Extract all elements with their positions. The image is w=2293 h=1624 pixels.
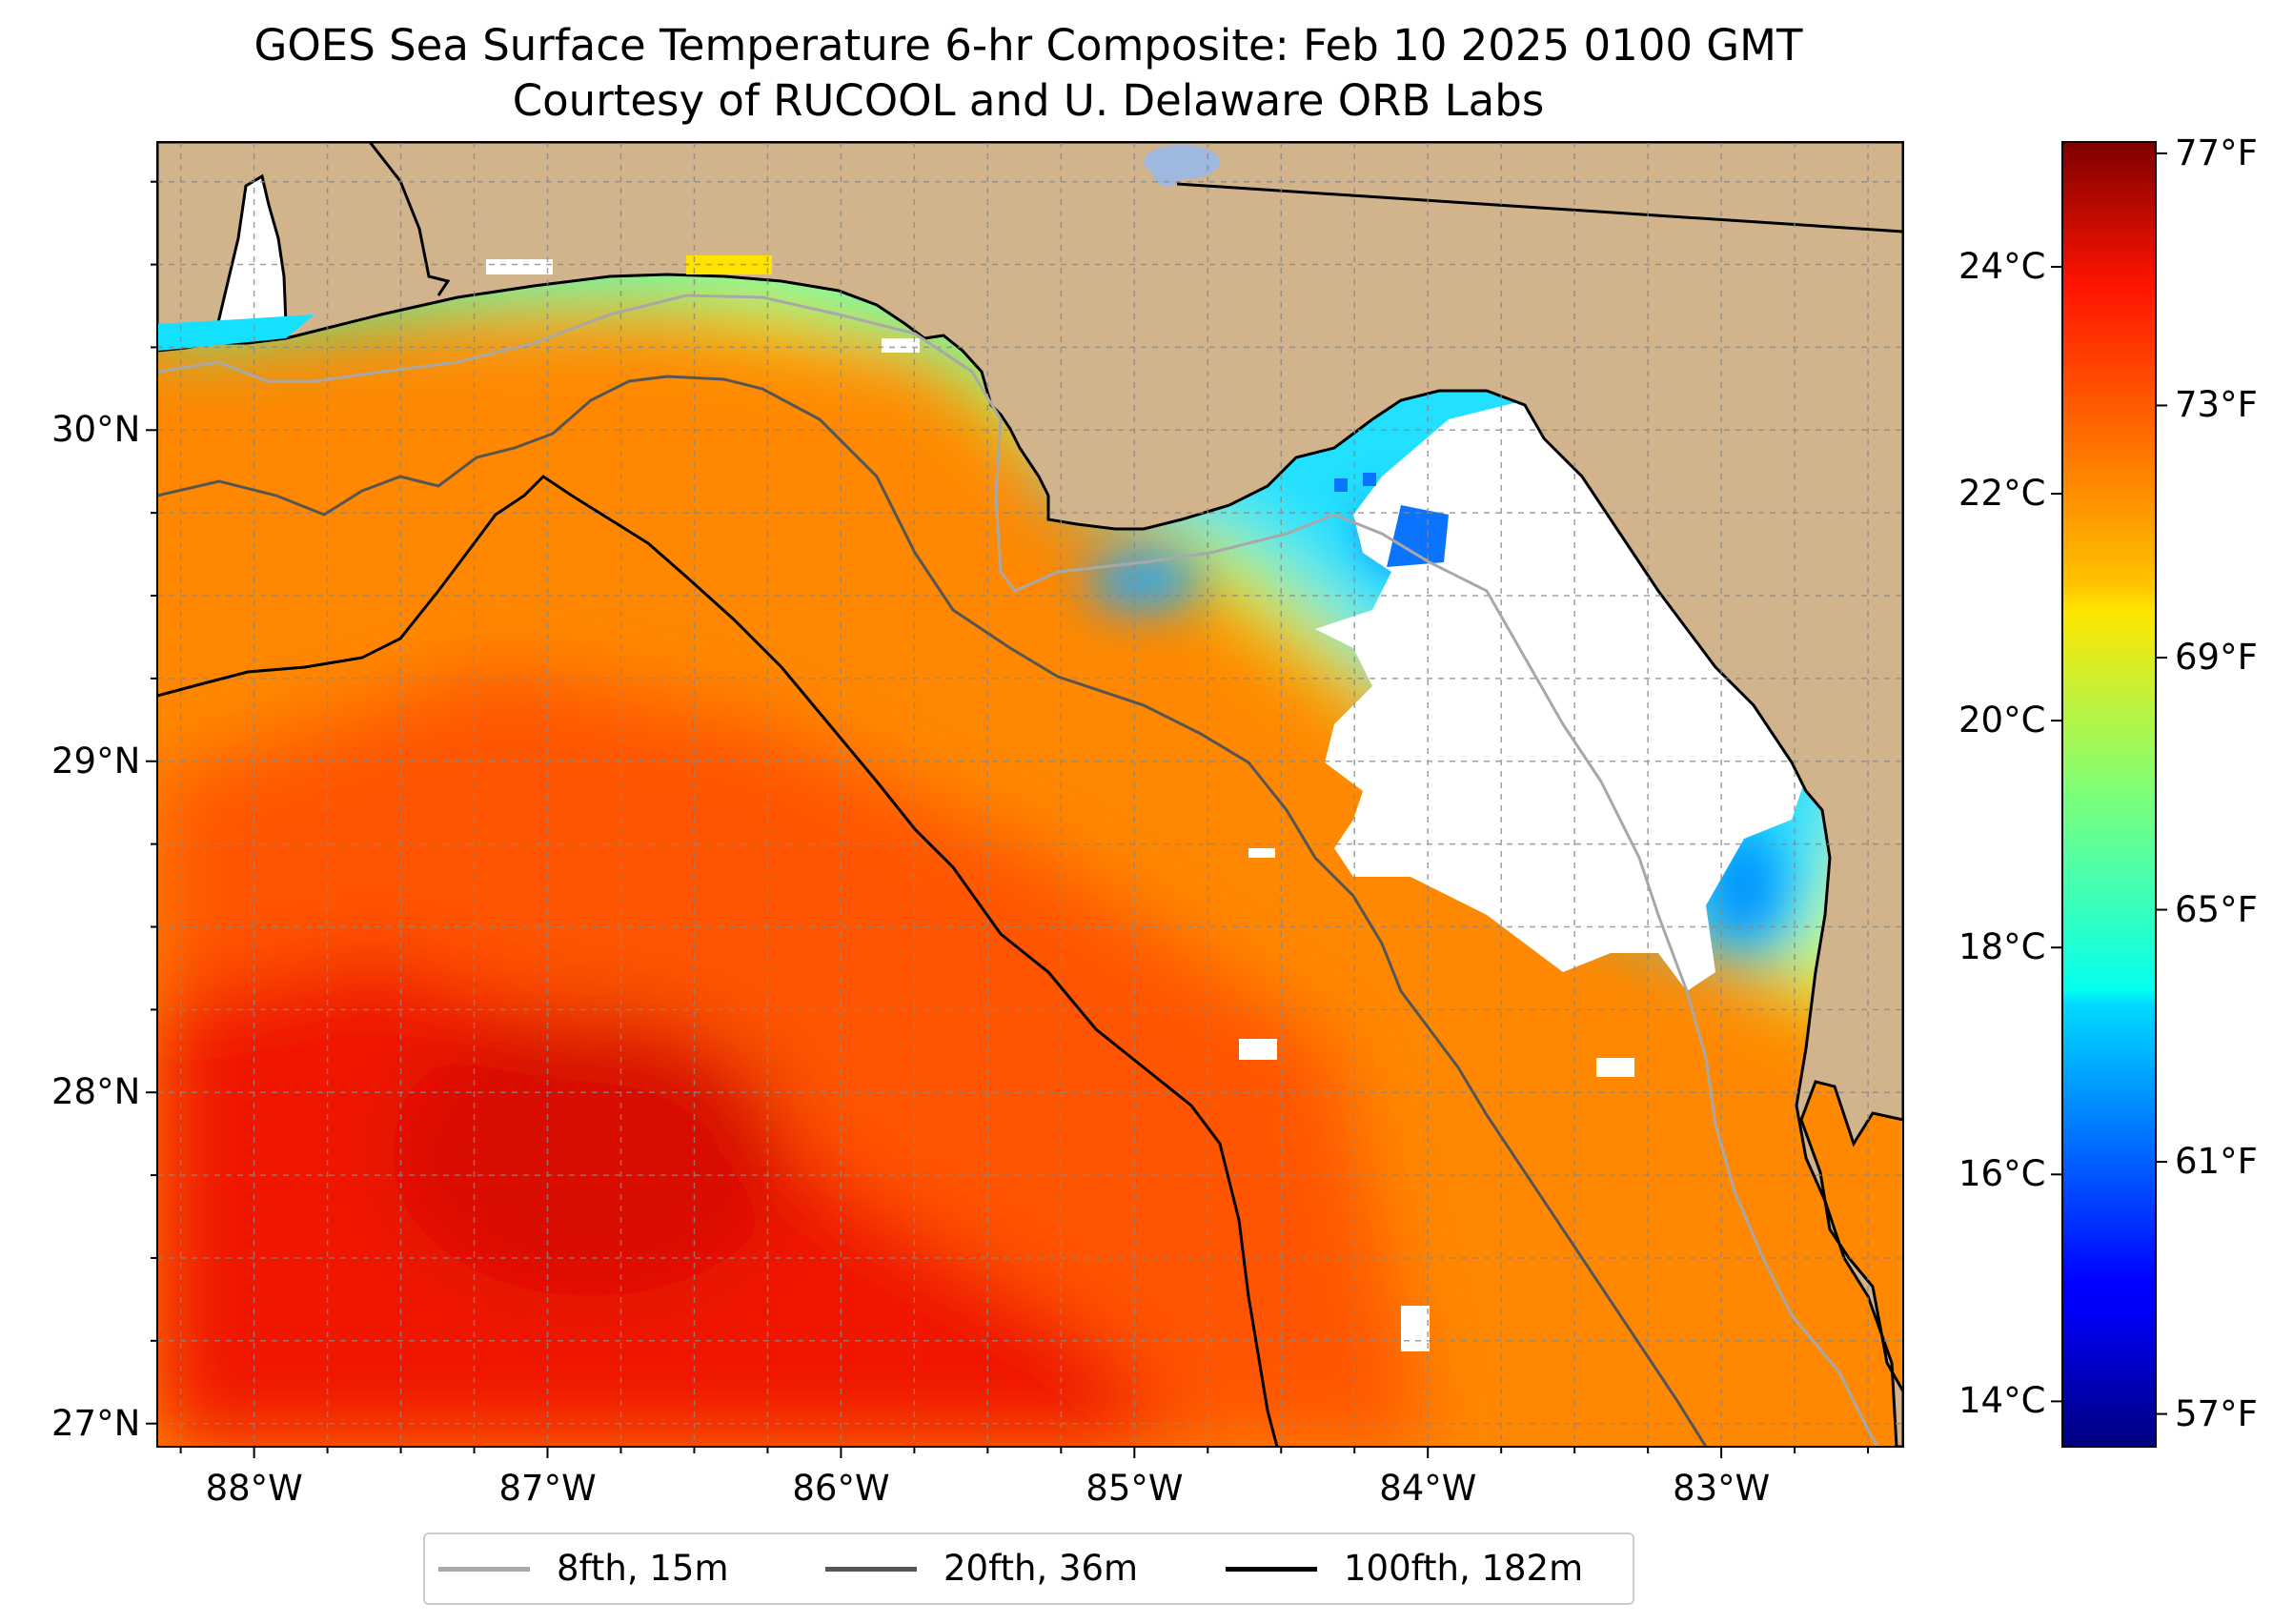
legend-label-8fth: 8fth, 15m — [557, 1548, 729, 1589]
lon-tick-label: 83°W — [1673, 1468, 1771, 1509]
graticule — [157, 142, 1903, 1447]
isobath-20fth — [157, 375, 1708, 1447]
fahrenheit-tick-label: 73°F — [2175, 384, 2258, 426]
fahrenheit-tick-label: 65°F — [2175, 888, 2258, 930]
figure-title: GOES Sea Surface Temperature 6-hr Compos… — [254, 20, 1803, 71]
land-mass — [157, 142, 1903, 1447]
figure-subtitle: Courtesy of RUCOOL and U. Delaware ORB L… — [512, 75, 1545, 126]
isobath-legend: 8fth, 15m 20fth, 36m 100fth, 182m — [423, 1533, 1634, 1605]
fahrenheit-tick-label: 77°F — [2175, 132, 2258, 173]
legend-item-100fth: 100fth, 182m — [1226, 1550, 1583, 1588]
fahrenheit-tick-label: 57°F — [2175, 1392, 2258, 1434]
celsius-tick-label: 18°C — [1958, 926, 2046, 968]
coastal-no-data — [157, 255, 920, 353]
celsius-tick-label: 20°C — [1958, 700, 2046, 741]
isobath-100fth — [157, 475, 1279, 1447]
lon-tick-label: 88°W — [205, 1468, 303, 1509]
colorbar — [2061, 141, 2157, 1448]
lon-tick-label: 84°W — [1379, 1468, 1477, 1509]
fahrenheit-tick-label: 69°F — [2175, 636, 2258, 678]
celsius-tick-label: 22°C — [1958, 473, 2046, 515]
fahrenheit-tick-label: 61°F — [2175, 1141, 2258, 1183]
map-ticks — [146, 180, 1870, 1458]
legend-item-8fth: 8fth, 15m — [438, 1550, 729, 1588]
lon-tick-label: 85°W — [1086, 1468, 1184, 1509]
lon-tick-label: 86°W — [792, 1468, 890, 1509]
legend-swatch-100fth — [1226, 1566, 1317, 1572]
legend-label-20fth: 20fth, 36m — [944, 1548, 1139, 1589]
celsius-tick-label: 16°C — [1958, 1153, 2046, 1195]
lake — [1153, 167, 1182, 186]
map-area — [157, 142, 1903, 1447]
isobath-8fth — [157, 294, 1879, 1447]
celsius-tick-label: 14°C — [1958, 1380, 2046, 1422]
celsius-tick-label: 24°C — [1958, 245, 2046, 287]
coastline-detail — [368, 142, 451, 296]
legend-label-100fth: 100fth, 182m — [1344, 1548, 1584, 1589]
legend-item-20fth: 20fth, 36m — [825, 1550, 1138, 1588]
lat-tick-label: 28°N — [51, 1071, 141, 1113]
map-frame — [156, 141, 1904, 1448]
legend-swatch-8fth — [438, 1566, 530, 1572]
lat-tick-label: 27°N — [51, 1402, 141, 1444]
lon-tick-label: 87°W — [498, 1468, 597, 1509]
colorbar-ticks — [2051, 152, 2167, 1415]
lat-tick-label: 29°N — [51, 740, 141, 782]
state-boundary — [1176, 182, 1903, 233]
lat-tick-label: 30°N — [51, 409, 141, 451]
legend-swatch-20fth — [825, 1566, 917, 1572]
